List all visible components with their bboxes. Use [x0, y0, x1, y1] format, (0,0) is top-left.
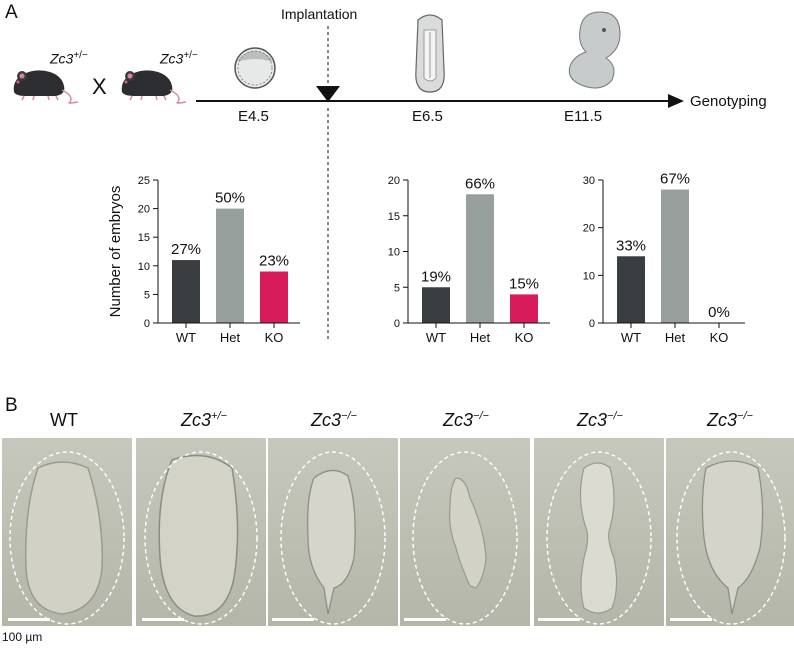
y-tick-label: 0: [394, 318, 400, 330]
image-label-ko-2: Zc3−/−: [402, 410, 530, 431]
y-tick-label: 0: [589, 318, 595, 330]
y-tick-label: 25: [138, 175, 150, 187]
image-label-genotype: −/−: [607, 410, 623, 422]
parent-right-label: Zc3+/−: [160, 50, 198, 67]
scale-bar: [272, 618, 314, 621]
mouse-icon: [13, 70, 79, 104]
data-label-ko: 15%: [509, 275, 539, 292]
scale-bar: [142, 618, 184, 621]
image-label-wt: WT: [0, 410, 128, 431]
stage-label-e11-5: E11.5: [564, 108, 603, 125]
data-label-het: 50%: [215, 190, 245, 207]
scale-bar: [670, 618, 712, 621]
bar-wt: [422, 287, 450, 323]
y-tick-label: 0: [144, 318, 150, 330]
gastrula-embryo-icon: [415, 14, 445, 93]
x-tick-label-ko: KO: [710, 330, 729, 345]
image-label-ko-1: Zc3−/−: [270, 410, 398, 431]
bar-wt: [172, 260, 200, 323]
bar-ko: [260, 271, 288, 323]
bar-ko: [510, 294, 538, 323]
micrograph-ko-1: [268, 438, 398, 626]
panel-b-letter: B: [5, 395, 18, 416]
panel-a-letter: A: [5, 2, 18, 23]
cross-symbol: X: [92, 74, 107, 99]
image-label-genotype: −/−: [341, 410, 357, 422]
timeline: [196, 11, 684, 340]
y-tick-label: 15: [138, 232, 150, 244]
genotyping-label: Genotyping: [690, 93, 767, 110]
x-tick-label-het: Het: [470, 330, 491, 345]
parent-left-genotype: +/−: [73, 50, 88, 61]
x-tick-label-het: Het: [220, 330, 241, 345]
bar-chart-e4-5: 0 5 10 15 20 25 27% WT 50% Het 23% KO Number of embr…: [107, 175, 300, 345]
y-tick-label: 10: [138, 261, 150, 273]
data-label-wt: 33%: [616, 237, 646, 254]
image-label-text: WT: [50, 410, 78, 430]
micrograph-wt: [2, 438, 132, 626]
implantation-label: Implantation: [281, 6, 358, 22]
image-label-ko-3: Zc3−/−: [536, 410, 664, 431]
y-axis-label: Number of embryos: [107, 186, 124, 318]
parent-left-label: Zc3+/−: [50, 50, 88, 67]
y-tick-label: 5: [144, 289, 150, 301]
bar-wt: [617, 256, 645, 323]
stage-label-e4-5: E4.5: [238, 108, 269, 125]
parent-right-gene: Zc3: [160, 50, 184, 67]
y-tick-label: 20: [388, 175, 400, 187]
micrograph-het: [136, 438, 266, 626]
data-label-wt: 27%: [171, 241, 201, 258]
image-label-genotype: +/−: [211, 410, 227, 422]
scale-bar: [8, 618, 50, 621]
image-label-gene: Zc3: [443, 410, 474, 430]
data-label-het: 67%: [660, 171, 690, 188]
x-tick-label-ko: KO: [265, 330, 284, 345]
data-label-het: 66%: [465, 175, 495, 192]
image-label-gene: Zc3: [181, 410, 212, 430]
bar-chart-e6-5: 0 5 10 15 20 19% WT 66% Het 15% KO: [388, 175, 550, 345]
data-label-wt: 19%: [421, 268, 451, 285]
image-label-gene: Zc3: [311, 410, 342, 430]
micrograph-ko-2: [400, 438, 530, 626]
x-tick-label-het: Het: [665, 330, 686, 345]
micrograph-ko-3: [534, 438, 664, 626]
timeline-arrowhead: [668, 94, 684, 108]
data-label-ko: 0%: [708, 304, 730, 321]
y-tick-label: 5: [394, 282, 400, 294]
parent-right-genotype: +/−: [183, 50, 198, 61]
parent-left-gene: Zc3: [50, 50, 74, 67]
bar-chart-e11-5: 0 10 20 30 33% WT 67% Het 0% KO: [583, 171, 745, 345]
fetus-icon: [568, 11, 621, 89]
y-tick-label: 10: [388, 247, 400, 259]
image-label-genotype: −/−: [737, 410, 753, 422]
bar-het: [661, 189, 689, 323]
scale-bar-label: 100 µm: [2, 630, 43, 644]
bar-het: [466, 194, 494, 323]
y-tick-label: 10: [583, 270, 595, 282]
image-label-ko-4: Zc3−/−: [666, 410, 794, 431]
micrograph-ko-4: [666, 438, 794, 626]
y-tick-label: 15: [388, 211, 400, 223]
y-tick-label: 30: [583, 175, 595, 187]
image-label-genotype: −/−: [473, 410, 489, 422]
x-tick-label-wt: WT: [621, 330, 641, 345]
y-tick-label: 20: [138, 204, 150, 216]
image-label-gene: Zc3: [707, 410, 738, 430]
y-tick-label: 20: [583, 223, 595, 235]
mouse-icon: [121, 70, 187, 104]
data-label-ko: 23%: [259, 253, 289, 270]
image-label-gene: Zc3: [577, 410, 608, 430]
scale-bar: [404, 618, 446, 621]
implantation-marker: [316, 86, 340, 102]
bar-het: [216, 208, 244, 323]
blastocyst-icon: [234, 47, 276, 89]
x-tick-label-ko: KO: [515, 330, 534, 345]
scale-bar: [538, 618, 580, 621]
stage-label-e6-5: E6.5: [412, 108, 443, 125]
x-tick-label-wt: WT: [176, 330, 196, 345]
x-tick-label-wt: WT: [426, 330, 446, 345]
image-label-het: Zc3+/−: [140, 410, 268, 431]
